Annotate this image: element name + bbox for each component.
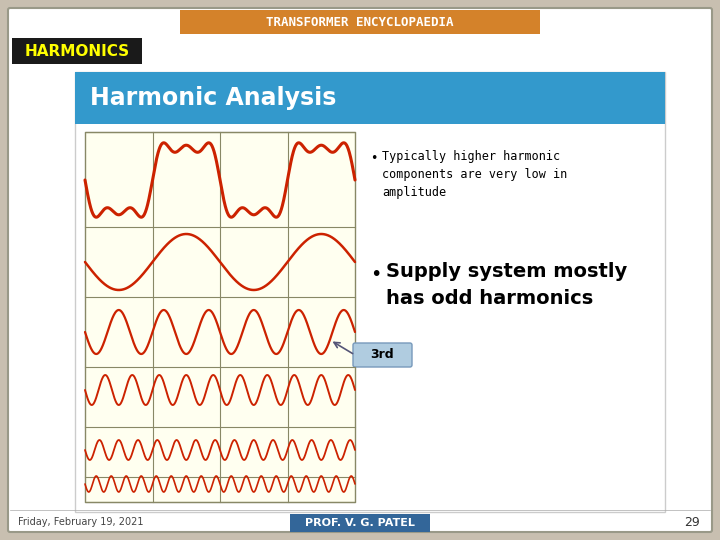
Text: Harmonic Analysis: Harmonic Analysis — [90, 86, 336, 110]
FancyBboxPatch shape — [353, 343, 412, 367]
Bar — [180, 10, 540, 34]
Text: Typically higher harmonic
components are very low in
amplitude: Typically higher harmonic components are… — [382, 150, 567, 199]
FancyBboxPatch shape — [8, 8, 712, 532]
Bar — [75, 72, 665, 512]
Bar — [290, 514, 430, 532]
Text: •: • — [370, 265, 382, 284]
Text: Supply system mostly
has odd harmonics: Supply system mostly has odd harmonics — [386, 262, 627, 307]
Text: PROF. V. G. PATEL: PROF. V. G. PATEL — [305, 518, 415, 528]
Text: TRANSFORMER ENCYCLOPAEDIA: TRANSFORMER ENCYCLOPAEDIA — [266, 16, 454, 29]
Text: Friday, February 19, 2021: Friday, February 19, 2021 — [18, 517, 143, 527]
Bar — [12, 38, 142, 64]
Bar — [85, 132, 355, 502]
Text: 29: 29 — [684, 516, 700, 529]
Bar — [75, 72, 665, 124]
Text: HARMONICS: HARMONICS — [24, 44, 130, 58]
Text: •: • — [370, 152, 377, 165]
Text: 3rd: 3rd — [370, 348, 394, 361]
